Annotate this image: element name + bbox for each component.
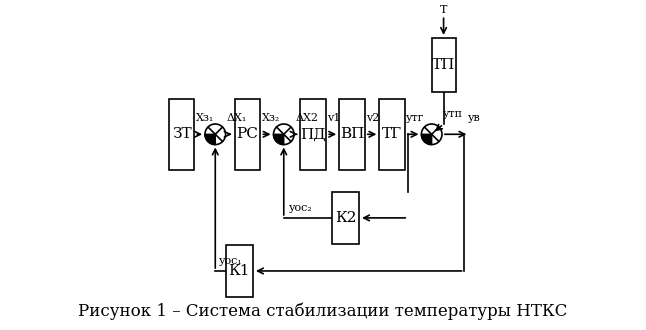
Text: К2: К2 bbox=[335, 211, 356, 225]
Text: ΔX₁: ΔX₁ bbox=[227, 113, 247, 123]
Text: Рисунок 1 – Система стабилизации температуры НТКС: Рисунок 1 – Система стабилизации темпера… bbox=[78, 303, 568, 320]
Text: ТГ: ТГ bbox=[382, 127, 402, 141]
Circle shape bbox=[273, 124, 294, 145]
Text: Хз₁: Хз₁ bbox=[196, 113, 214, 123]
Text: уос₂: уос₂ bbox=[289, 203, 313, 213]
Text: К1: К1 bbox=[229, 264, 250, 278]
Bar bbox=[169, 99, 194, 170]
Text: ΔX2: ΔX2 bbox=[295, 113, 318, 123]
Text: РС: РС bbox=[236, 127, 258, 141]
Polygon shape bbox=[273, 134, 284, 145]
Text: Хз₂: Хз₂ bbox=[262, 113, 280, 123]
Text: Т: Т bbox=[440, 5, 447, 15]
Text: v2: v2 bbox=[366, 113, 379, 123]
Text: уос₁: уос₁ bbox=[218, 256, 242, 266]
Text: ТП: ТП bbox=[432, 58, 455, 72]
Bar bbox=[379, 99, 405, 170]
Text: ПД: ПД bbox=[300, 127, 326, 141]
Bar bbox=[432, 38, 455, 92]
Polygon shape bbox=[205, 134, 215, 145]
Polygon shape bbox=[421, 134, 432, 145]
Text: v1: v1 bbox=[328, 113, 341, 123]
Text: ув: ув bbox=[468, 113, 481, 123]
Bar bbox=[225, 245, 253, 297]
Bar bbox=[234, 99, 260, 170]
Text: утп: утп bbox=[443, 109, 463, 119]
Circle shape bbox=[205, 124, 225, 145]
Circle shape bbox=[421, 124, 442, 145]
Bar bbox=[332, 192, 359, 244]
Text: ЗТ: ЗТ bbox=[172, 127, 191, 141]
Text: утг: утг bbox=[406, 113, 424, 123]
Text: ВП: ВП bbox=[340, 127, 364, 141]
Bar bbox=[339, 99, 365, 170]
Bar bbox=[300, 99, 326, 170]
